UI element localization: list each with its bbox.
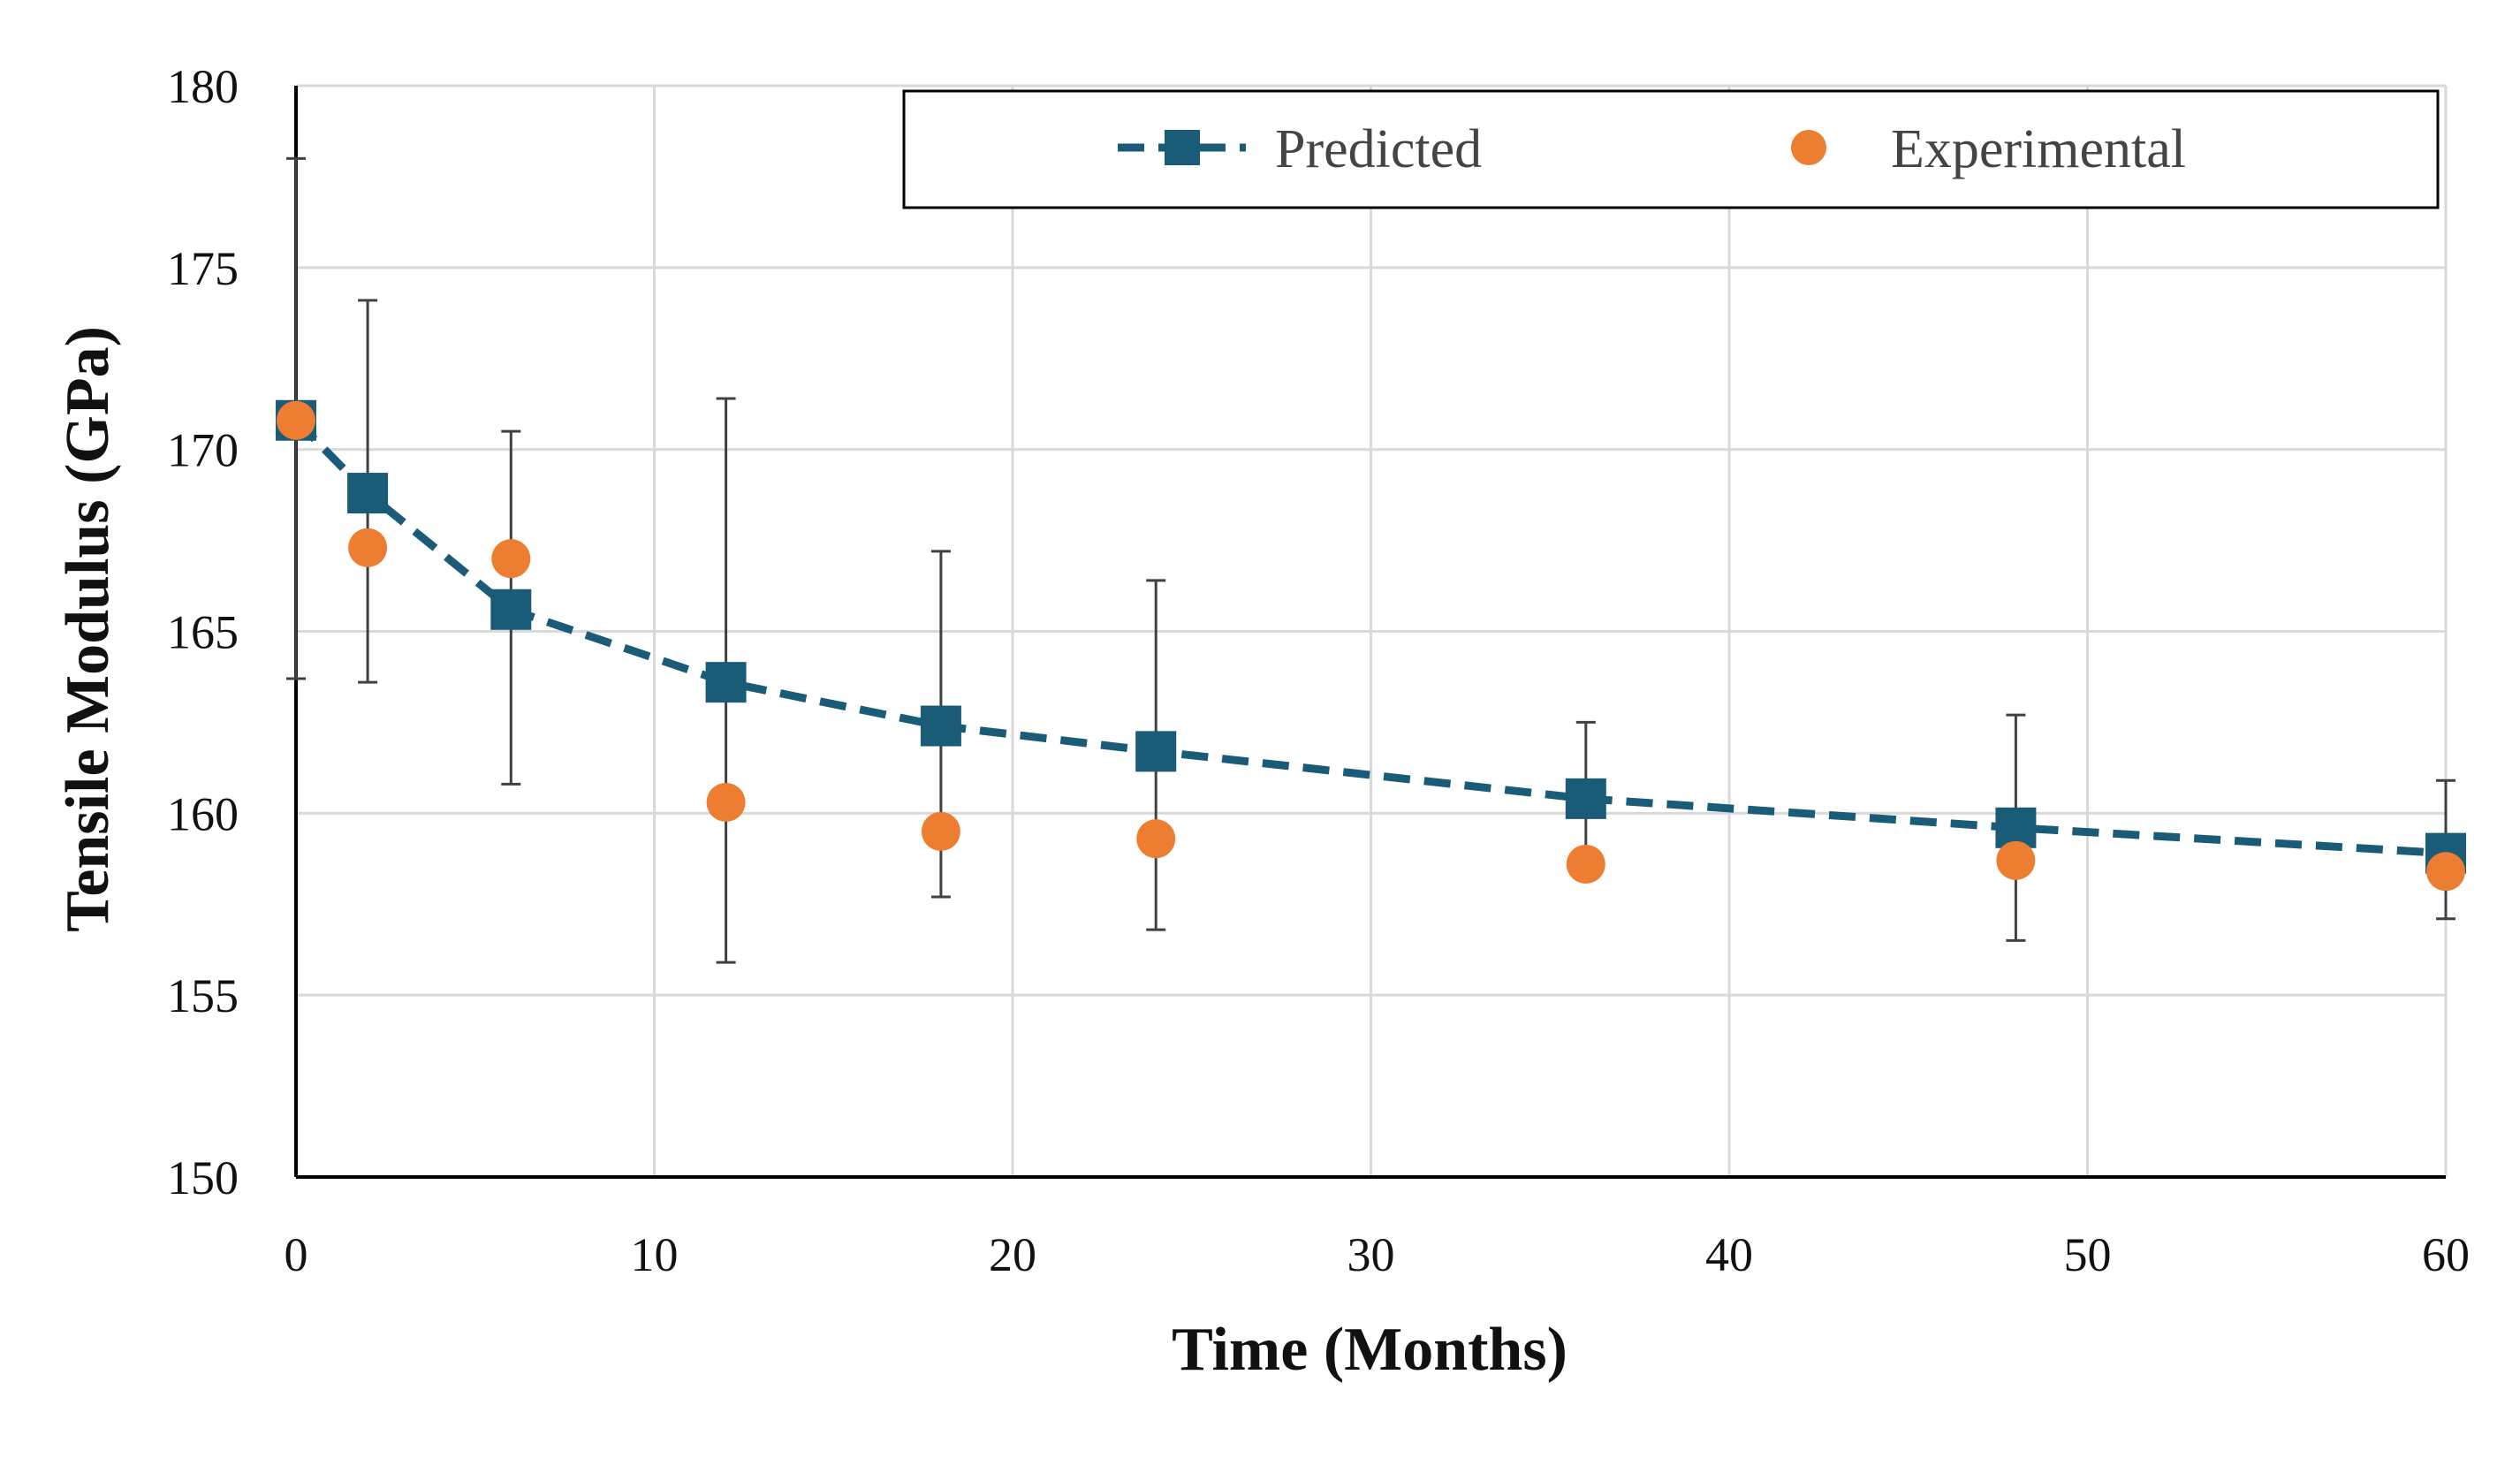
tick-labels: 150 155 160 165 170 175 180 0 10 20 30 40 50 60 [167, 60, 2470, 1281]
x-tick-label: 0 [285, 1228, 308, 1281]
x-tick-label: 10 [631, 1228, 679, 1281]
y-tick-label: 180 [167, 60, 239, 113]
y-tick-label: 175 [167, 242, 239, 295]
predicted-point [705, 662, 747, 703]
legend-experimental-label: Experimental [1891, 119, 2186, 179]
y-axis-title: Tensile Modulus (GPa) [54, 326, 122, 932]
predicted-point [920, 705, 961, 747]
y-tick-label: 150 [167, 1151, 239, 1204]
legend: Predicted Experimental [902, 89, 2440, 209]
experimental-point [491, 539, 531, 579]
experimental-point [706, 782, 746, 822]
legend-predicted-label: Predicted [1275, 119, 1482, 179]
gridlines [296, 84, 2448, 1177]
predicted-point [347, 473, 389, 514]
x-tick-label: 60 [2422, 1228, 2470, 1281]
experimental-point [1136, 819, 1176, 859]
x-axis-title: Time (Months) [1172, 1316, 1567, 1384]
legend-experimental-marker [1791, 130, 1826, 165]
y-tick-label: 170 [167, 424, 239, 477]
x-tick-label: 30 [1347, 1228, 1395, 1281]
experimental-point [277, 400, 315, 440]
predicted-point [490, 589, 532, 630]
y-tick-label: 155 [167, 969, 239, 1022]
predicted-point [1135, 731, 1177, 772]
experimental-point [2426, 852, 2465, 892]
experimental-point [1996, 840, 2036, 880]
data-markers [276, 399, 2466, 892]
legend-predicted-marker [1165, 130, 1200, 165]
predicted-point [1565, 778, 1606, 819]
experimental-point [348, 528, 388, 567]
y-tick-label: 165 [167, 606, 239, 659]
x-tick-label: 40 [1705, 1228, 1753, 1281]
x-tick-label: 20 [989, 1228, 1036, 1281]
x-tick-label: 50 [2064, 1228, 2112, 1281]
experimental-point [921, 811, 960, 851]
y-tick-label: 160 [167, 787, 239, 840]
experimental-point [1566, 844, 1605, 884]
